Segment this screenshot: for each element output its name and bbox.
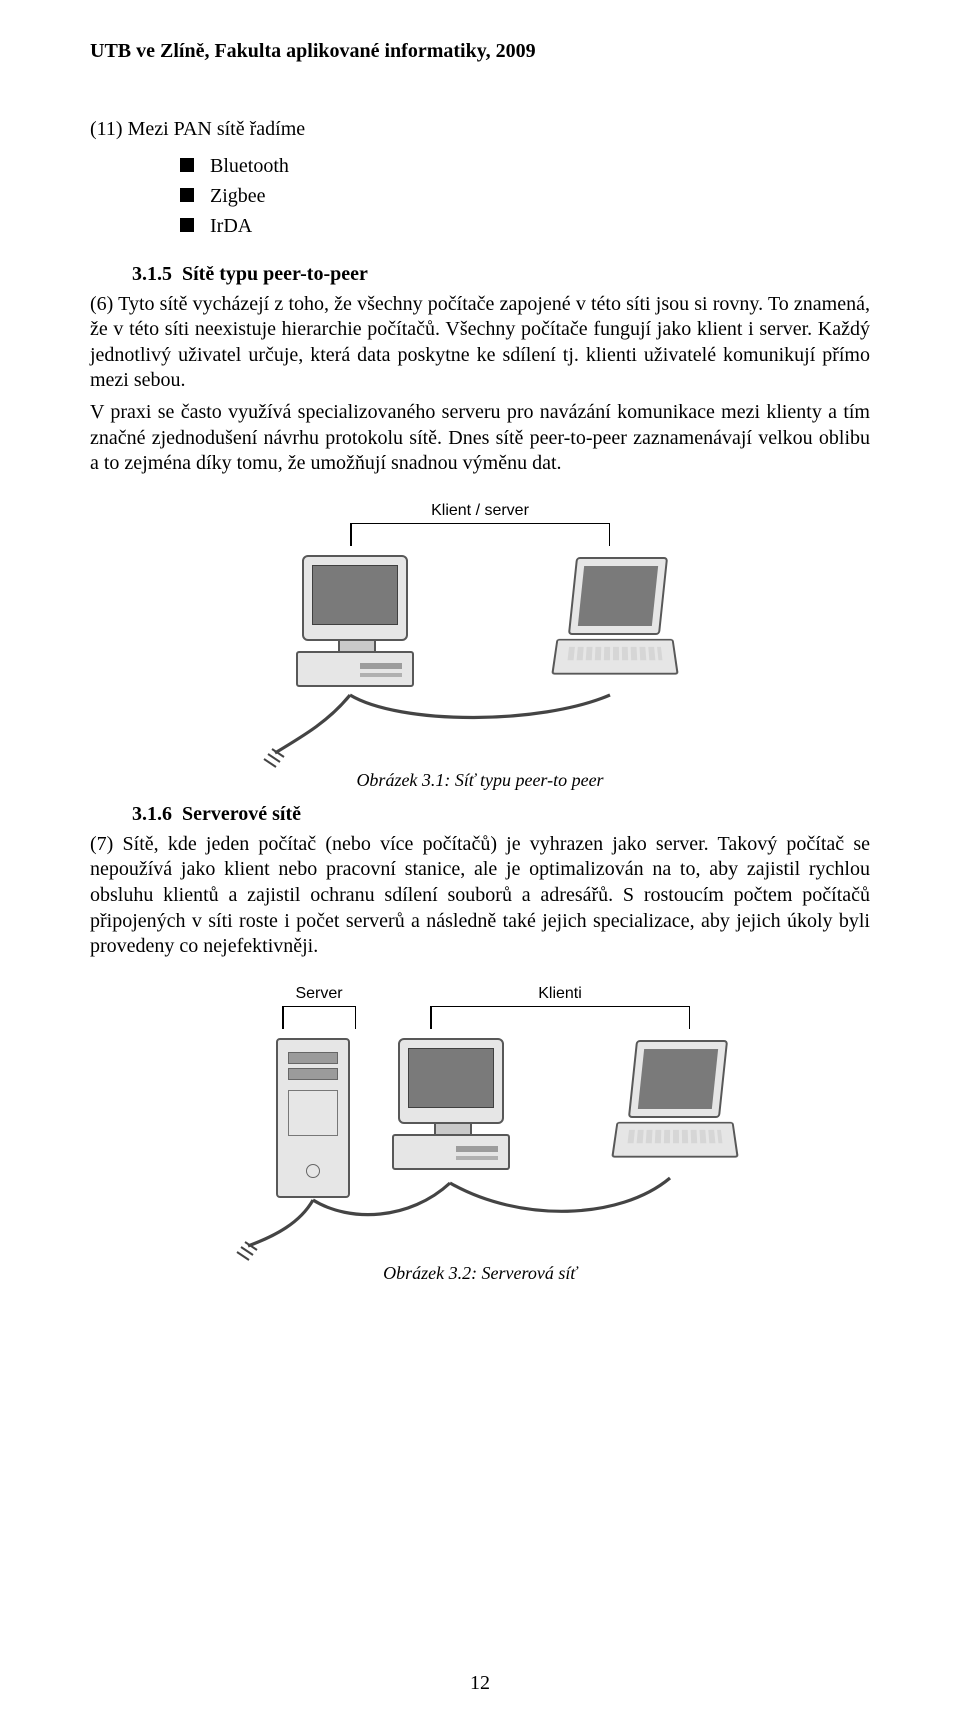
intro-line: (11) Mezi PAN sítě řadíme [90, 117, 870, 143]
page-number: 12 [0, 1672, 960, 1695]
bullet-label: Bluetooth [210, 151, 289, 181]
bullet-label: IrDA [210, 211, 252, 241]
square-bullet-icon [180, 188, 194, 202]
section-315-para2: V praxi se často využívá specializovanéh… [90, 400, 870, 477]
pan-bullet-list: Bluetooth Zigbee IrDA [90, 151, 870, 241]
list-item: Bluetooth [180, 151, 870, 181]
list-item: IrDA [180, 211, 870, 241]
page-header: UTB ve Zlíně, Fakulta aplikované informa… [90, 40, 870, 63]
section-num: 3.1.6 [132, 803, 172, 825]
section-heading-315: 3.1.5 Sítě typu peer-to-peer [132, 263, 870, 286]
section-315-para1: (6) Tyto sítě vycházejí z toho, že všech… [90, 292, 870, 394]
figure-1-caption: Obrázek 3.1: Síť typu peer-to peer [90, 770, 870, 791]
section-heading-316: 3.1.6 Serverové sítě [132, 803, 870, 826]
figure-2-caption: Obrázek 3.2: Serverová síť [90, 1263, 870, 1284]
section-num: 3.1.5 [132, 263, 172, 285]
network-cable-icon [200, 988, 760, 1258]
bullet-label: Zigbee [210, 181, 266, 211]
square-bullet-icon [180, 218, 194, 232]
section-title: Serverové sítě [182, 803, 301, 825]
list-item: Zigbee [180, 181, 870, 211]
figure-2: Server Klienti [90, 988, 870, 1253]
page: UTB ve Zlíně, Fakulta aplikované informa… [0, 0, 960, 1725]
section-title: Sítě typu peer-to-peer [182, 263, 368, 285]
section-316-para1: (7) Sítě, kde jeden počítač (nebo více p… [90, 832, 870, 960]
figure-1: Klient / server [90, 505, 870, 760]
network-cable-icon [220, 505, 740, 765]
square-bullet-icon [180, 158, 194, 172]
